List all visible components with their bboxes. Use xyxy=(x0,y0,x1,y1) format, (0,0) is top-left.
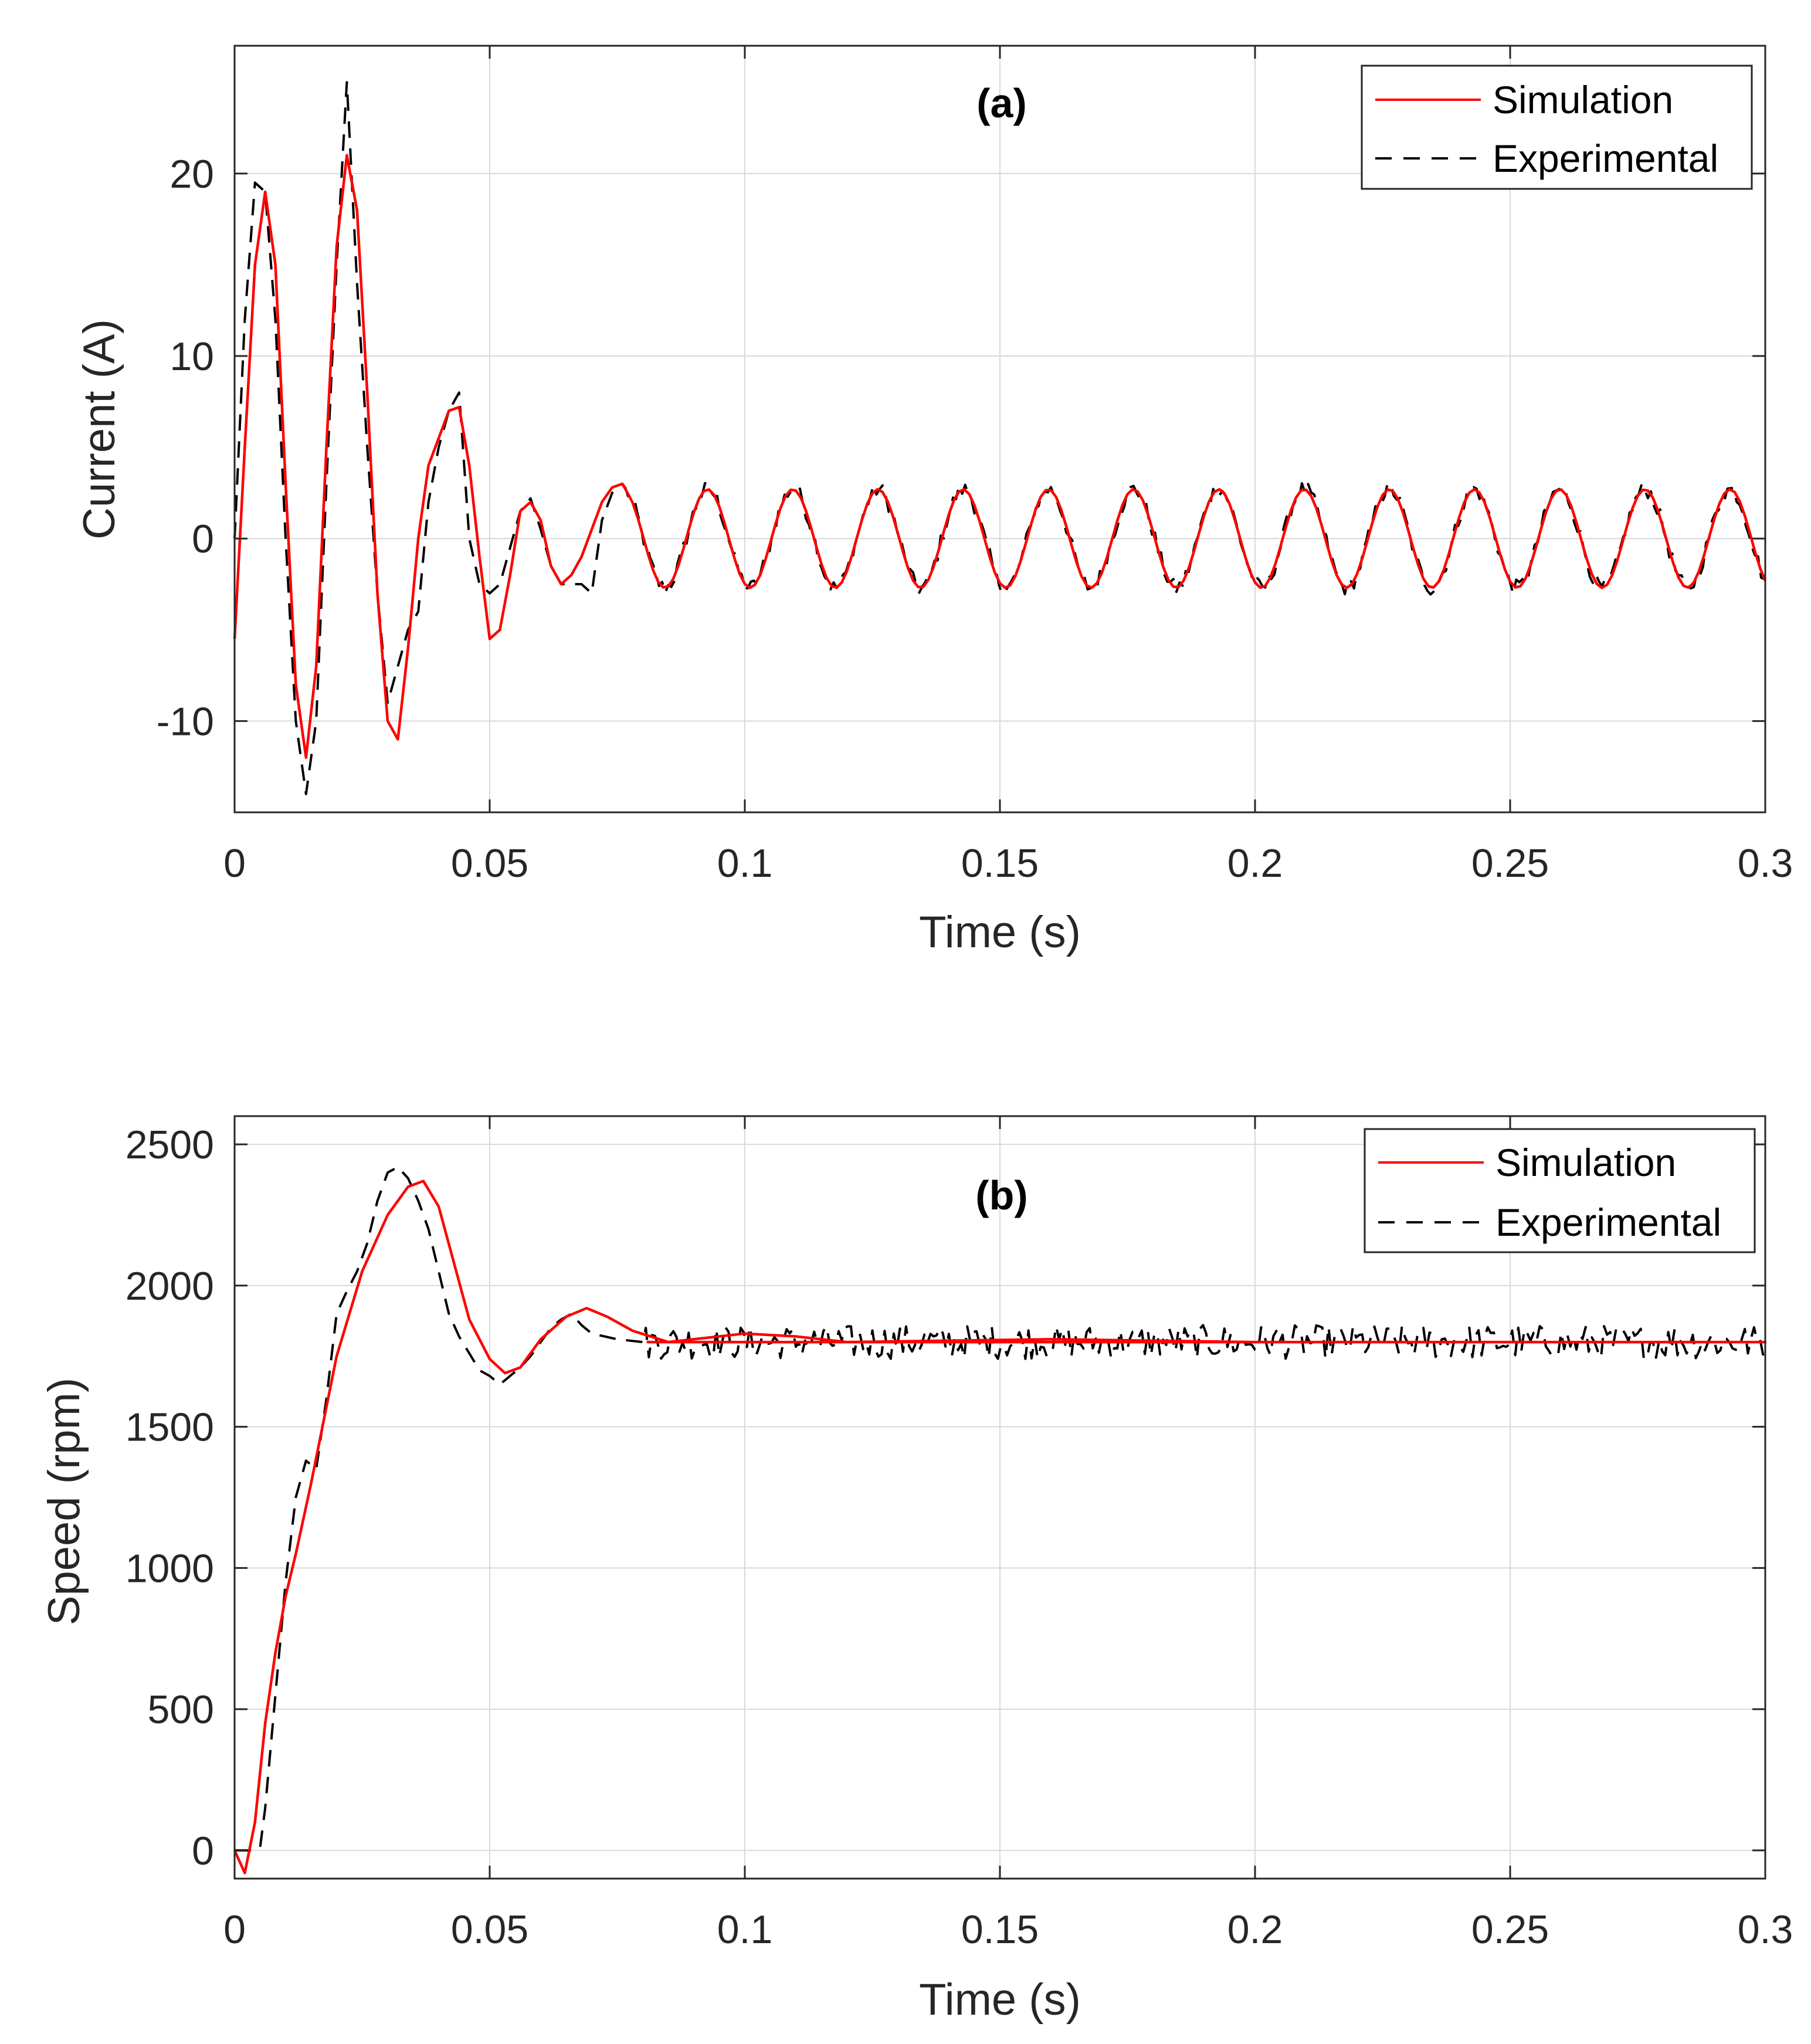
panel-b-ticks: 0 0.05 0.1 0.15 0.2 0.25 0.3 0 500 1000 1500 2000 25… xyxy=(126,1116,1793,1952)
panel-b-xtick-label: 0.2 xyxy=(1227,1907,1283,1952)
panel-a-xtick-label: 0.05 xyxy=(451,841,528,886)
panel-a-ytick-label: 20 xyxy=(169,152,214,196)
panel-b-series-simulation-line xyxy=(233,1179,1767,1874)
panel-b-xtick-label: 0.05 xyxy=(451,1907,528,1952)
panel-b-grid xyxy=(235,1116,1765,1879)
panel-a-xtick-label: 0.25 xyxy=(1471,841,1549,886)
panel-a-xtick-label: 0.1 xyxy=(717,841,773,886)
panel-b-xtick-label: 0 xyxy=(223,1907,246,1952)
panel-a-title: (a) xyxy=(976,80,1027,126)
panel-a-legend-simulation-label: Simulation xyxy=(1493,78,1673,121)
panel-b-legend: Simulation Experimental xyxy=(1364,1128,1756,1253)
panel-a-series-group xyxy=(233,81,1767,795)
panel-a-xtick-label: 0.15 xyxy=(961,841,1039,886)
panel-a-legend-experimental-label: Experimental xyxy=(1493,137,1718,180)
panel-b-title: (b) xyxy=(975,1172,1027,1218)
panel-b-speed: 0 0.05 0.1 0.15 0.2 0.25 0.3 0 500 1000 1500 2000 25… xyxy=(39,1115,1793,2025)
panel-a-current: 0 0.05 0.1 0.15 0.2 0.25 0.3 -10 0 10 20 (a) Time … xyxy=(74,45,1793,957)
panel-b-xtick-label: 0.25 xyxy=(1471,1907,1549,1952)
panel-a-ytick-label: -10 xyxy=(157,699,214,744)
panel-a-legend: Simulation Experimental xyxy=(1361,65,1753,190)
panel-b-ytick-label: 2500 xyxy=(126,1123,214,1167)
panel-a-ytick-label: 0 xyxy=(192,517,214,561)
panel-a-ylabel: Current (A) xyxy=(74,319,124,540)
panel-b-xtick-label: 0.3 xyxy=(1738,1907,1793,1952)
panel-b-ylabel: Speed (rpm) xyxy=(39,1378,89,1625)
panel-b-ytick-label: 0 xyxy=(192,1829,214,1873)
panel-a-xtick-label: 0.2 xyxy=(1227,841,1283,886)
panel-b-xtick-label: 0.15 xyxy=(961,1907,1039,1952)
panel-a-legend-box xyxy=(1361,65,1753,190)
panel-a-ticks: 0 0.05 0.1 0.15 0.2 0.25 0.3 -10 0 10 20 xyxy=(157,46,1793,886)
panel-a-xtick-label: 0 xyxy=(223,841,246,886)
panel-b-legend-simulation-label: Simulation xyxy=(1495,1141,1676,1184)
panel-a-xlabel: Time (s) xyxy=(919,907,1081,957)
panel-a-xtick-label: 0.3 xyxy=(1738,841,1793,886)
panel-b-ytick-label: 1000 xyxy=(126,1546,214,1591)
panel-b-legend-experimental-label: Experimental xyxy=(1495,1201,1721,1244)
panel-b-legend-box xyxy=(1364,1128,1756,1253)
panel-b-ytick-label: 500 xyxy=(148,1687,214,1732)
panel-b-xtick-label: 0.1 xyxy=(717,1907,773,1952)
panel-b-series-experimental-line xyxy=(235,1165,1765,1852)
panel-a-ytick-label: 10 xyxy=(169,334,214,379)
panel-b-series-group xyxy=(233,1165,1767,1874)
panel-b-ytick-label: 2000 xyxy=(126,1264,214,1309)
panel-a-series-simulation-line xyxy=(233,154,1767,759)
panel-b-ytick-label: 1500 xyxy=(126,1405,214,1450)
panel-b-xlabel: Time (s) xyxy=(919,1975,1081,2025)
